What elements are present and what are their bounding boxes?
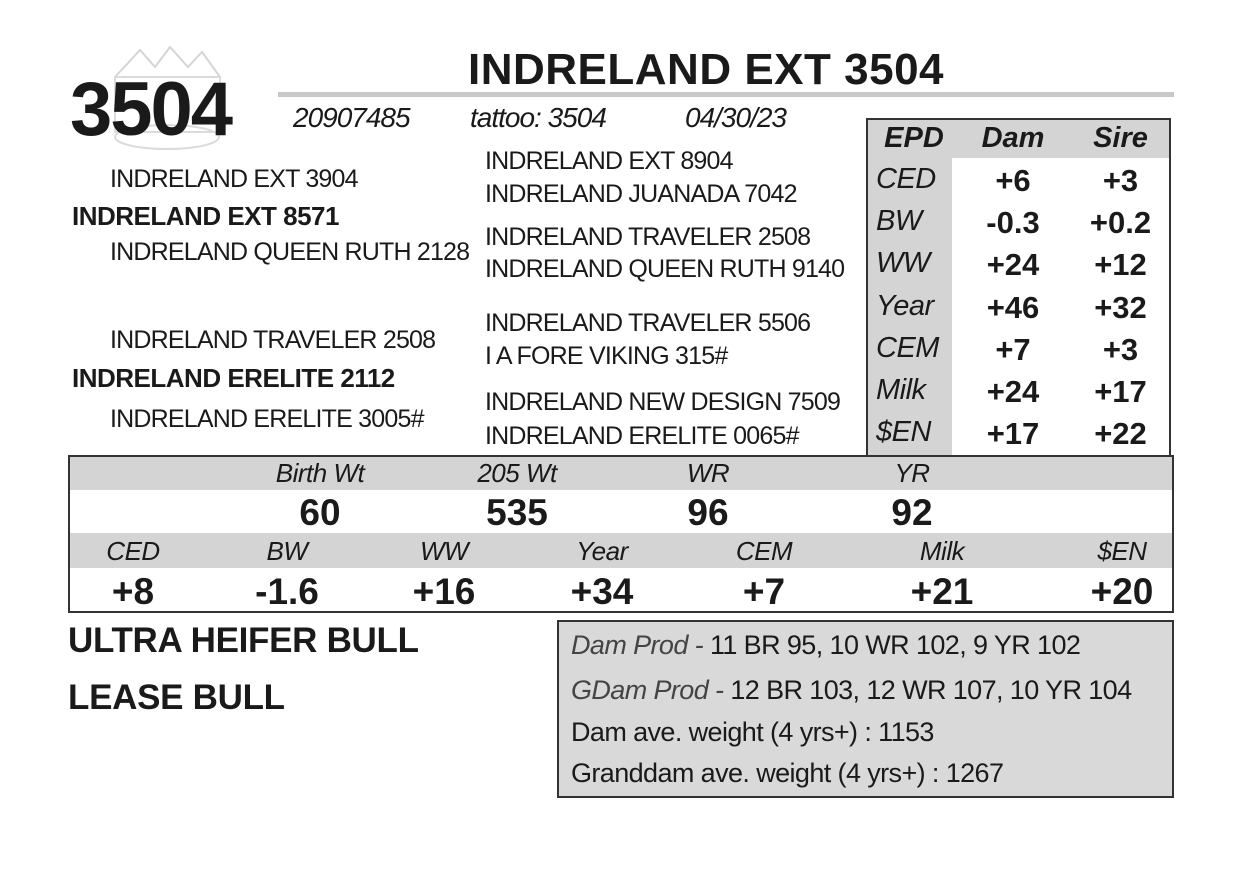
epd-value: +34 <box>570 571 634 612</box>
birth-date: 04/30/23 <box>685 102 787 133</box>
epd-row-label: WW <box>876 247 930 280</box>
sire-sire: INDRELAND EXT 3904 <box>110 165 359 193</box>
epd-sire-value: +3 <box>1102 331 1139 367</box>
title-rule <box>278 92 1174 97</box>
outer-ancestor: INDRELAND QUEEN RUTH 9140 <box>485 255 845 283</box>
epd-table-header-band <box>868 120 1169 158</box>
epd-row-label: Milk <box>876 374 926 406</box>
epd-sire-value: +3 <box>1102 163 1139 198</box>
epd-row-label: Year <box>876 289 934 322</box>
production-box: Dam Prod - 11 BR 95, 10 WR 102, 9 YR 102… <box>557 620 1174 798</box>
yr-value: 92 <box>891 492 933 533</box>
epd-row-label: CED <box>876 163 936 195</box>
ranch-logo-watermark <box>114 45 221 150</box>
epd-dam-value: +24 <box>986 374 1040 409</box>
outer-ancestor: INDRELAND EXT 8904 <box>485 147 734 175</box>
yr-label: YR <box>894 458 930 488</box>
epd-label: WW <box>419 536 469 566</box>
epd-dam-value: +17 <box>986 416 1040 452</box>
lot-number: 3504 <box>70 67 233 152</box>
epd-row-label: CEM <box>876 331 939 364</box>
parent-epd-table: EPD Dam Sire CED +6 +3 BW -0.3 +0.2 WW +24 +12 Ye… <box>866 118 1171 455</box>
epd-value: +21 <box>910 571 974 612</box>
outer-ancestor: INDRELAND JUANADA 7042 <box>485 180 797 208</box>
wt205-value: 535 <box>486 492 548 533</box>
dam-prod-label: Dam Prod - <box>571 630 704 660</box>
gdam-prod-value: 12 BR 103, 12 WR 107, 10 YR 104 <box>723 675 1132 705</box>
epd-value: +16 <box>412 571 476 612</box>
epd-value: +20 <box>1090 571 1154 612</box>
epd-dam-value: +24 <box>986 247 1040 283</box>
epd-label-band <box>70 533 1172 568</box>
dam-header: Dam <box>981 122 1045 154</box>
epd-label: Year <box>576 536 628 566</box>
outer-ancestor: INDRELAND TRAVELER 5506 <box>485 309 811 337</box>
epd-value: +7 <box>742 571 786 612</box>
note-ultra-heifer-bull: ULTRA HEIFER BULL <box>68 621 419 660</box>
epd-label: CED <box>106 536 160 566</box>
epd-sire-value: +32 <box>1094 289 1147 325</box>
epd-label: CEM <box>735 536 793 566</box>
sire-dam: INDRELAND QUEEN RUTH 2128 <box>110 238 470 266</box>
outer-ancestor: INDRELAND NEW DESIGN 7509 <box>485 388 841 416</box>
epd-sire-value: +12 <box>1094 247 1147 283</box>
birth-wt-value: 60 <box>299 492 341 533</box>
epd-label: BW <box>266 536 308 566</box>
granddam-average-weight: Granddam ave. weight (4 yrs+) : 1267 <box>571 758 1004 788</box>
dam-prod-value: 11 BR 95, 10 WR 102, 9 YR 102 <box>703 630 1081 660</box>
tattoo: tattoo: 3504 <box>470 102 607 133</box>
outer-ancestor: INDRELAND ERELITE 0065# <box>485 422 799 450</box>
performance-box: Birth Wt 205 Wt WR YR 60 535 96 92 CED +8… <box>68 455 1174 613</box>
wr-label: WR <box>686 458 730 488</box>
epd-label: Milk <box>919 536 965 566</box>
epd-dam-value: +46 <box>986 289 1040 325</box>
epd-dam-value: +7 <box>995 331 1031 367</box>
epd-dam-value: +6 <box>995 163 1031 198</box>
dam-dam: INDRELAND ERELITE 3005# <box>110 405 424 433</box>
wt205-label: 205 Wt <box>477 458 557 488</box>
dam-average-weight: Dam ave. weight (4 yrs+) : 1153 <box>571 717 934 747</box>
epd-value: -1.6 <box>255 571 319 612</box>
outer-ancestor: INDRELAND TRAVELER 2508 <box>485 223 811 251</box>
wr-value: 96 <box>687 492 729 533</box>
birth-wt-label: Birth Wt <box>275 458 365 488</box>
note-lease-bull: LEASE BULL <box>68 678 285 717</box>
dam-production: Dam Prod - 11 BR 95, 10 WR 102, 9 YR 102 <box>571 630 1081 660</box>
gdam-prod-label: GDam Prod - <box>571 675 724 705</box>
sire: INDRELAND EXT 8571 <box>72 201 339 231</box>
outer-ancestor: I A FORE VIKING 315# <box>485 342 728 370</box>
epd-sire-value: +0.2 <box>1089 205 1152 241</box>
performance-label-band <box>70 457 1172 490</box>
dam-sire: INDRELAND TRAVELER 2508 <box>110 326 436 354</box>
epd-header: EPD <box>884 122 944 154</box>
sire-header: Sire <box>1093 122 1148 154</box>
dam: INDRELAND ERELITE 2112 <box>72 363 395 393</box>
registration-number: 20907485 <box>293 102 411 133</box>
epd-sire-value: +22 <box>1094 416 1147 452</box>
epd-value: +8 <box>111 571 155 612</box>
animal-name: INDRELAND EXT 3504 <box>468 45 945 94</box>
granddam-production: GDam Prod - 12 BR 103, 12 WR 107, 10 YR … <box>571 677 1132 704</box>
epd-dam-value: -0.3 <box>986 205 1040 241</box>
epd-row-label: $EN <box>876 416 931 449</box>
epd-sire-value: +17 <box>1094 374 1147 409</box>
epd-label: $EN <box>1097 536 1147 566</box>
epd-row-label: BW <box>876 205 922 238</box>
epd-table-label-column <box>868 158 952 455</box>
